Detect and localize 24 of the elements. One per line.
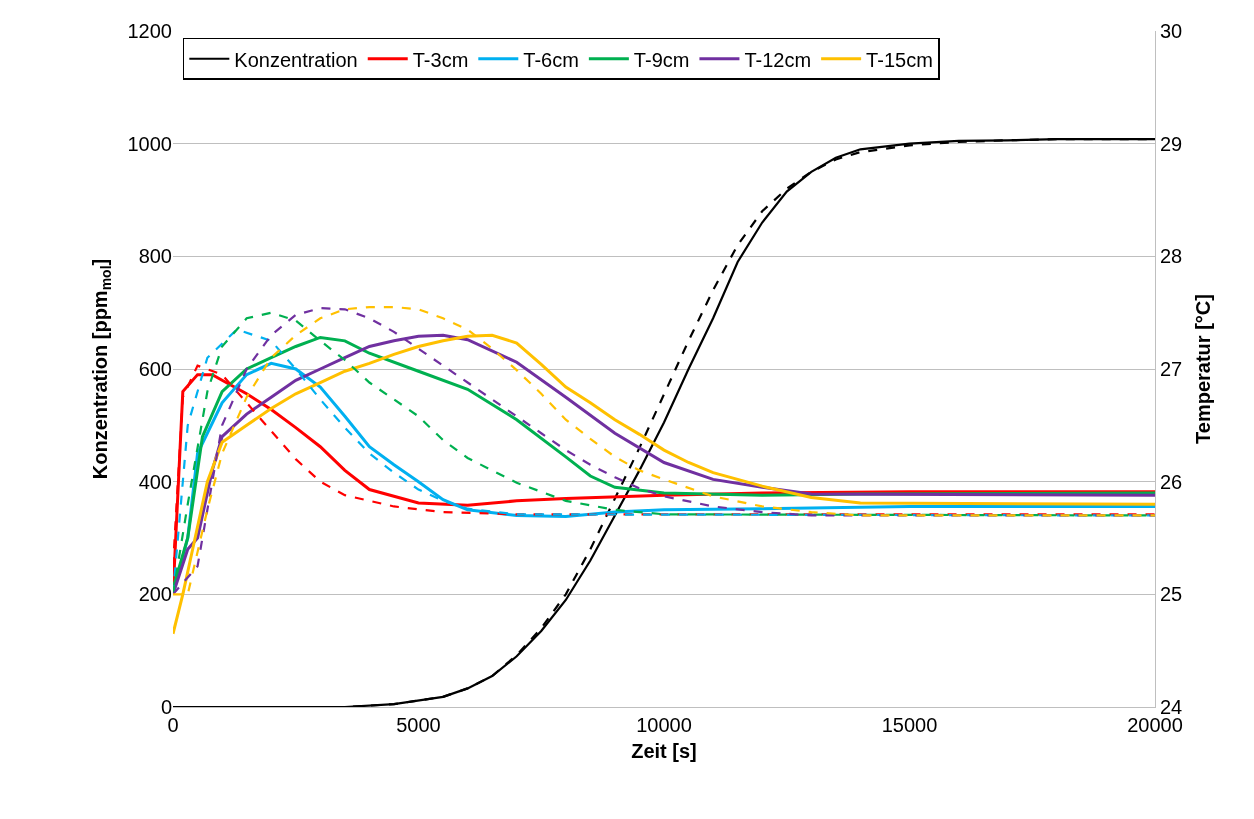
- y-tick-label: 800: [138, 245, 172, 268]
- y-tick-label: 1000: [127, 132, 172, 155]
- legend-label: T-12cm: [744, 48, 812, 71]
- y2-tick-label: 28: [1160, 245, 1183, 268]
- y2-tick-label: 29: [1160, 132, 1183, 155]
- y2-tick-label: 25: [1160, 583, 1183, 606]
- x-tick-label: 15000: [881, 714, 938, 736]
- legend-label: T-9cm: [633, 48, 690, 71]
- legend-label: T-3cm: [412, 48, 469, 71]
- y2-tick-label: 30: [1160, 20, 1183, 42]
- y-tick-label: 0: [160, 696, 172, 718]
- y2-tick-label: 26: [1160, 470, 1183, 493]
- y2-tick-label: 27: [1160, 358, 1183, 380]
- x-tick-label: 5000: [396, 714, 441, 736]
- y-tick-label: 600: [138, 358, 172, 380]
- y-tick-label: 200: [138, 583, 172, 606]
- x-tick-label: 10000: [636, 714, 692, 736]
- y-tick-label: 1200: [127, 20, 172, 42]
- y2-axis-title: Temperatur [°C]: [1191, 294, 1214, 444]
- y-tick-label: 400: [138, 470, 172, 493]
- legend-label: T-6cm: [523, 48, 579, 71]
- x-axis-title: Zeit [s]: [631, 739, 697, 762]
- legend-label: T-15cm: [866, 48, 933, 71]
- legend-label: Konzentration: [234, 48, 358, 71]
